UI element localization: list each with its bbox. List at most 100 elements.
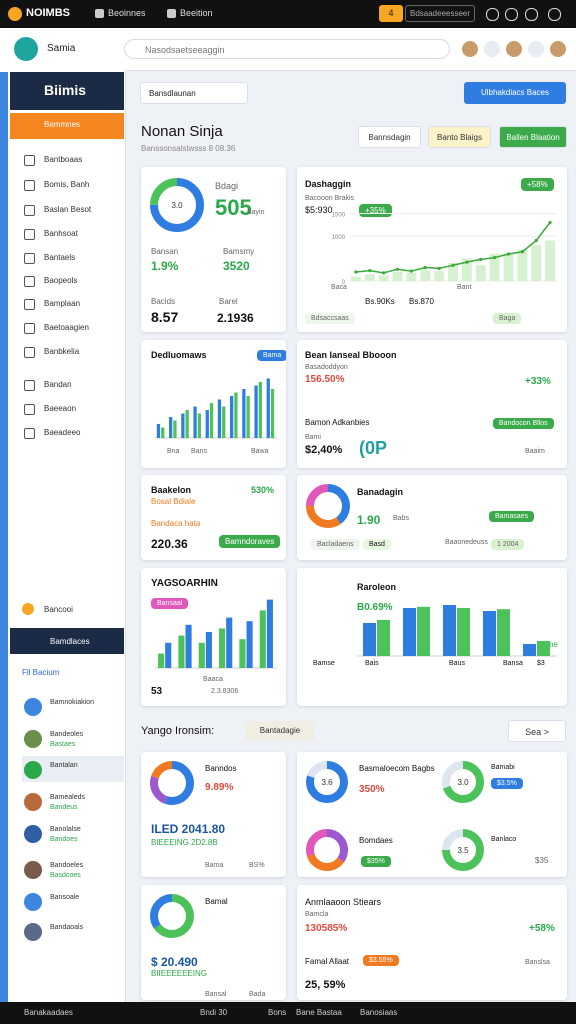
- top-icon[interactable]: [548, 8, 561, 21]
- card: Baakelon 530% Bosal Bdiale Bandaca hata 220.…: [141, 475, 286, 560]
- card: Dashaggin Bacooon Brakis $5:930 +35% +58% Bac…: [297, 167, 567, 332]
- card-text: 350%: [359, 784, 385, 795]
- card-button[interactable]: Baga: [493, 313, 522, 324]
- card-button[interactable]: Bansaal: [151, 598, 189, 609]
- search-box[interactable]: Nasodsaetseeaggin: [124, 39, 450, 59]
- top-icon[interactable]: [525, 8, 538, 21]
- person-name[interactable]: Bantalan: [50, 762, 78, 769]
- nav-item[interactable]: Baeadeeo: [44, 428, 81, 437]
- header-icon[interactable]: [484, 41, 500, 57]
- bar: [198, 642, 205, 668]
- footer-item[interactable]: Bndi 30: [200, 1008, 228, 1017]
- sidebar-active-label[interactable]: Bemmnes: [44, 120, 81, 129]
- card-button[interactable]: Bama: [257, 350, 286, 361]
- bar: [169, 417, 173, 438]
- card: Bean Ianseal Bbooon Basadoddyon 156.50% +33…: [297, 340, 567, 468]
- card-button[interactable]: Bamndoraves: [219, 535, 281, 548]
- card-text: (0P: [359, 438, 388, 458]
- bar-chart: [357, 605, 557, 657]
- footer-item[interactable]: Bane Bastaa: [296, 1008, 342, 1017]
- top-button[interactable]: Ulbhakdiacs Baces: [464, 82, 566, 104]
- card-button[interactable]: $35%: [361, 856, 391, 867]
- header-icon[interactable]: [506, 41, 522, 57]
- card-text: Bans: [191, 448, 207, 455]
- header-icon[interactable]: [528, 41, 544, 57]
- point: [382, 271, 386, 275]
- bar: [230, 396, 234, 438]
- card-button[interactable]: Bacladaens: [311, 539, 360, 550]
- nav-item[interactable]: Banbkelia: [44, 347, 80, 356]
- nav-item[interactable]: Bamdlaces: [50, 637, 90, 646]
- section-pill[interactable]: Bantadagie: [245, 721, 315, 741]
- card-text: Bacooon Brakis: [305, 195, 355, 202]
- top-tab[interactable]: Beoinnes: [108, 8, 146, 18]
- donut-segment: [306, 484, 350, 528]
- bar: [205, 410, 209, 438]
- card-button[interactable]: Bamasaes: [489, 511, 535, 522]
- nav-item[interactable]: Fll Bacium: [22, 668, 60, 677]
- point: [354, 270, 358, 274]
- header-icon[interactable]: [462, 41, 478, 57]
- person-sub: Bandoes: [50, 836, 78, 843]
- action-button[interactable]: Bannsdagin: [358, 126, 421, 148]
- card-text: 53: [151, 686, 163, 697]
- bar-chart: [155, 378, 277, 439]
- bar: [457, 608, 470, 656]
- point: [506, 252, 511, 256]
- person-name[interactable]: Bandeoles: [50, 731, 84, 738]
- y-tick-label: 1500: [332, 213, 346, 219]
- footer-item[interactable]: Bons: [268, 1008, 287, 1017]
- section-button[interactable]: Sea >: [508, 720, 566, 742]
- person-name[interactable]: Bandaoals: [50, 924, 84, 931]
- action-button[interactable]: Banto Blaigs: [428, 126, 491, 148]
- nav-item[interactable]: Banhsoat: [44, 229, 78, 238]
- bar: [161, 427, 165, 438]
- nav-item[interactable]: Baslan Besot: [44, 205, 92, 214]
- nav-item[interactable]: Bomis, Banh: [44, 180, 90, 189]
- nav-item[interactable]: Bantaels: [44, 253, 76, 262]
- card-text: 156.50%: [305, 374, 345, 385]
- card-button[interactable]: Bandocon Bllos: [493, 418, 554, 429]
- bar: [158, 653, 165, 668]
- card-button[interactable]: $3.5%: [491, 778, 523, 789]
- card-button[interactable]: 1 2004: [491, 539, 525, 550]
- person-name[interactable]: Bamnokiakion: [50, 699, 94, 706]
- nav-item[interactable]: Bamplaan: [44, 299, 81, 308]
- bar: [378, 275, 389, 281]
- person-name[interactable]: Banolalse: [50, 826, 81, 833]
- footer-item[interactable]: Banosiaas: [360, 1008, 398, 1017]
- bar: [531, 245, 542, 281]
- card-text: Bansa: [503, 660, 523, 667]
- person-name[interactable]: Bansoale: [50, 894, 80, 901]
- person-sub: Basdcoes: [50, 872, 81, 879]
- card-button[interactable]: Basd: [363, 539, 391, 550]
- card-button[interactable]: +58%: [521, 178, 554, 191]
- person-sub: Bandeus: [50, 804, 78, 811]
- top-tab[interactable]: Beeition: [180, 8, 213, 18]
- top-icon[interactable]: [505, 8, 518, 21]
- top-search[interactable]: Bdsaadeeesseer: [405, 5, 475, 22]
- card-text: $ 20.490: [151, 955, 198, 969]
- person-name[interactable]: Bandoeles: [50, 862, 84, 869]
- point: [534, 238, 538, 243]
- bar: [254, 385, 258, 438]
- donut-segment: [150, 178, 204, 232]
- person-name[interactable]: Bamealeds: [50, 794, 86, 801]
- card-text: 9.89%: [205, 782, 234, 793]
- nav-item[interactable]: Bancooi: [44, 605, 73, 614]
- filter-box[interactable]: Bansdlaunan: [140, 82, 248, 104]
- nav-item[interactable]: Bantboaas: [44, 155, 83, 164]
- header-icon[interactable]: [550, 41, 566, 57]
- top-icon[interactable]: [486, 8, 499, 21]
- card-text: Bosal Bdiale: [151, 497, 196, 506]
- badge[interactable]: 4: [379, 5, 403, 22]
- bar: [270, 389, 275, 438]
- nav-item[interactable]: Baeeaon: [44, 404, 77, 413]
- footer-item[interactable]: Banakaadaes: [24, 1008, 73, 1017]
- nav-item[interactable]: Bandan: [44, 380, 72, 389]
- nav-item[interactable]: Baetoaagien: [44, 323, 89, 332]
- action-button[interactable]: Ballen Blaation: [499, 126, 567, 148]
- card-button[interactable]: Bdsaccsaas: [305, 313, 355, 324]
- card-button[interactable]: $3.55%: [363, 955, 399, 966]
- nav-item[interactable]: Baopeols: [44, 276, 78, 285]
